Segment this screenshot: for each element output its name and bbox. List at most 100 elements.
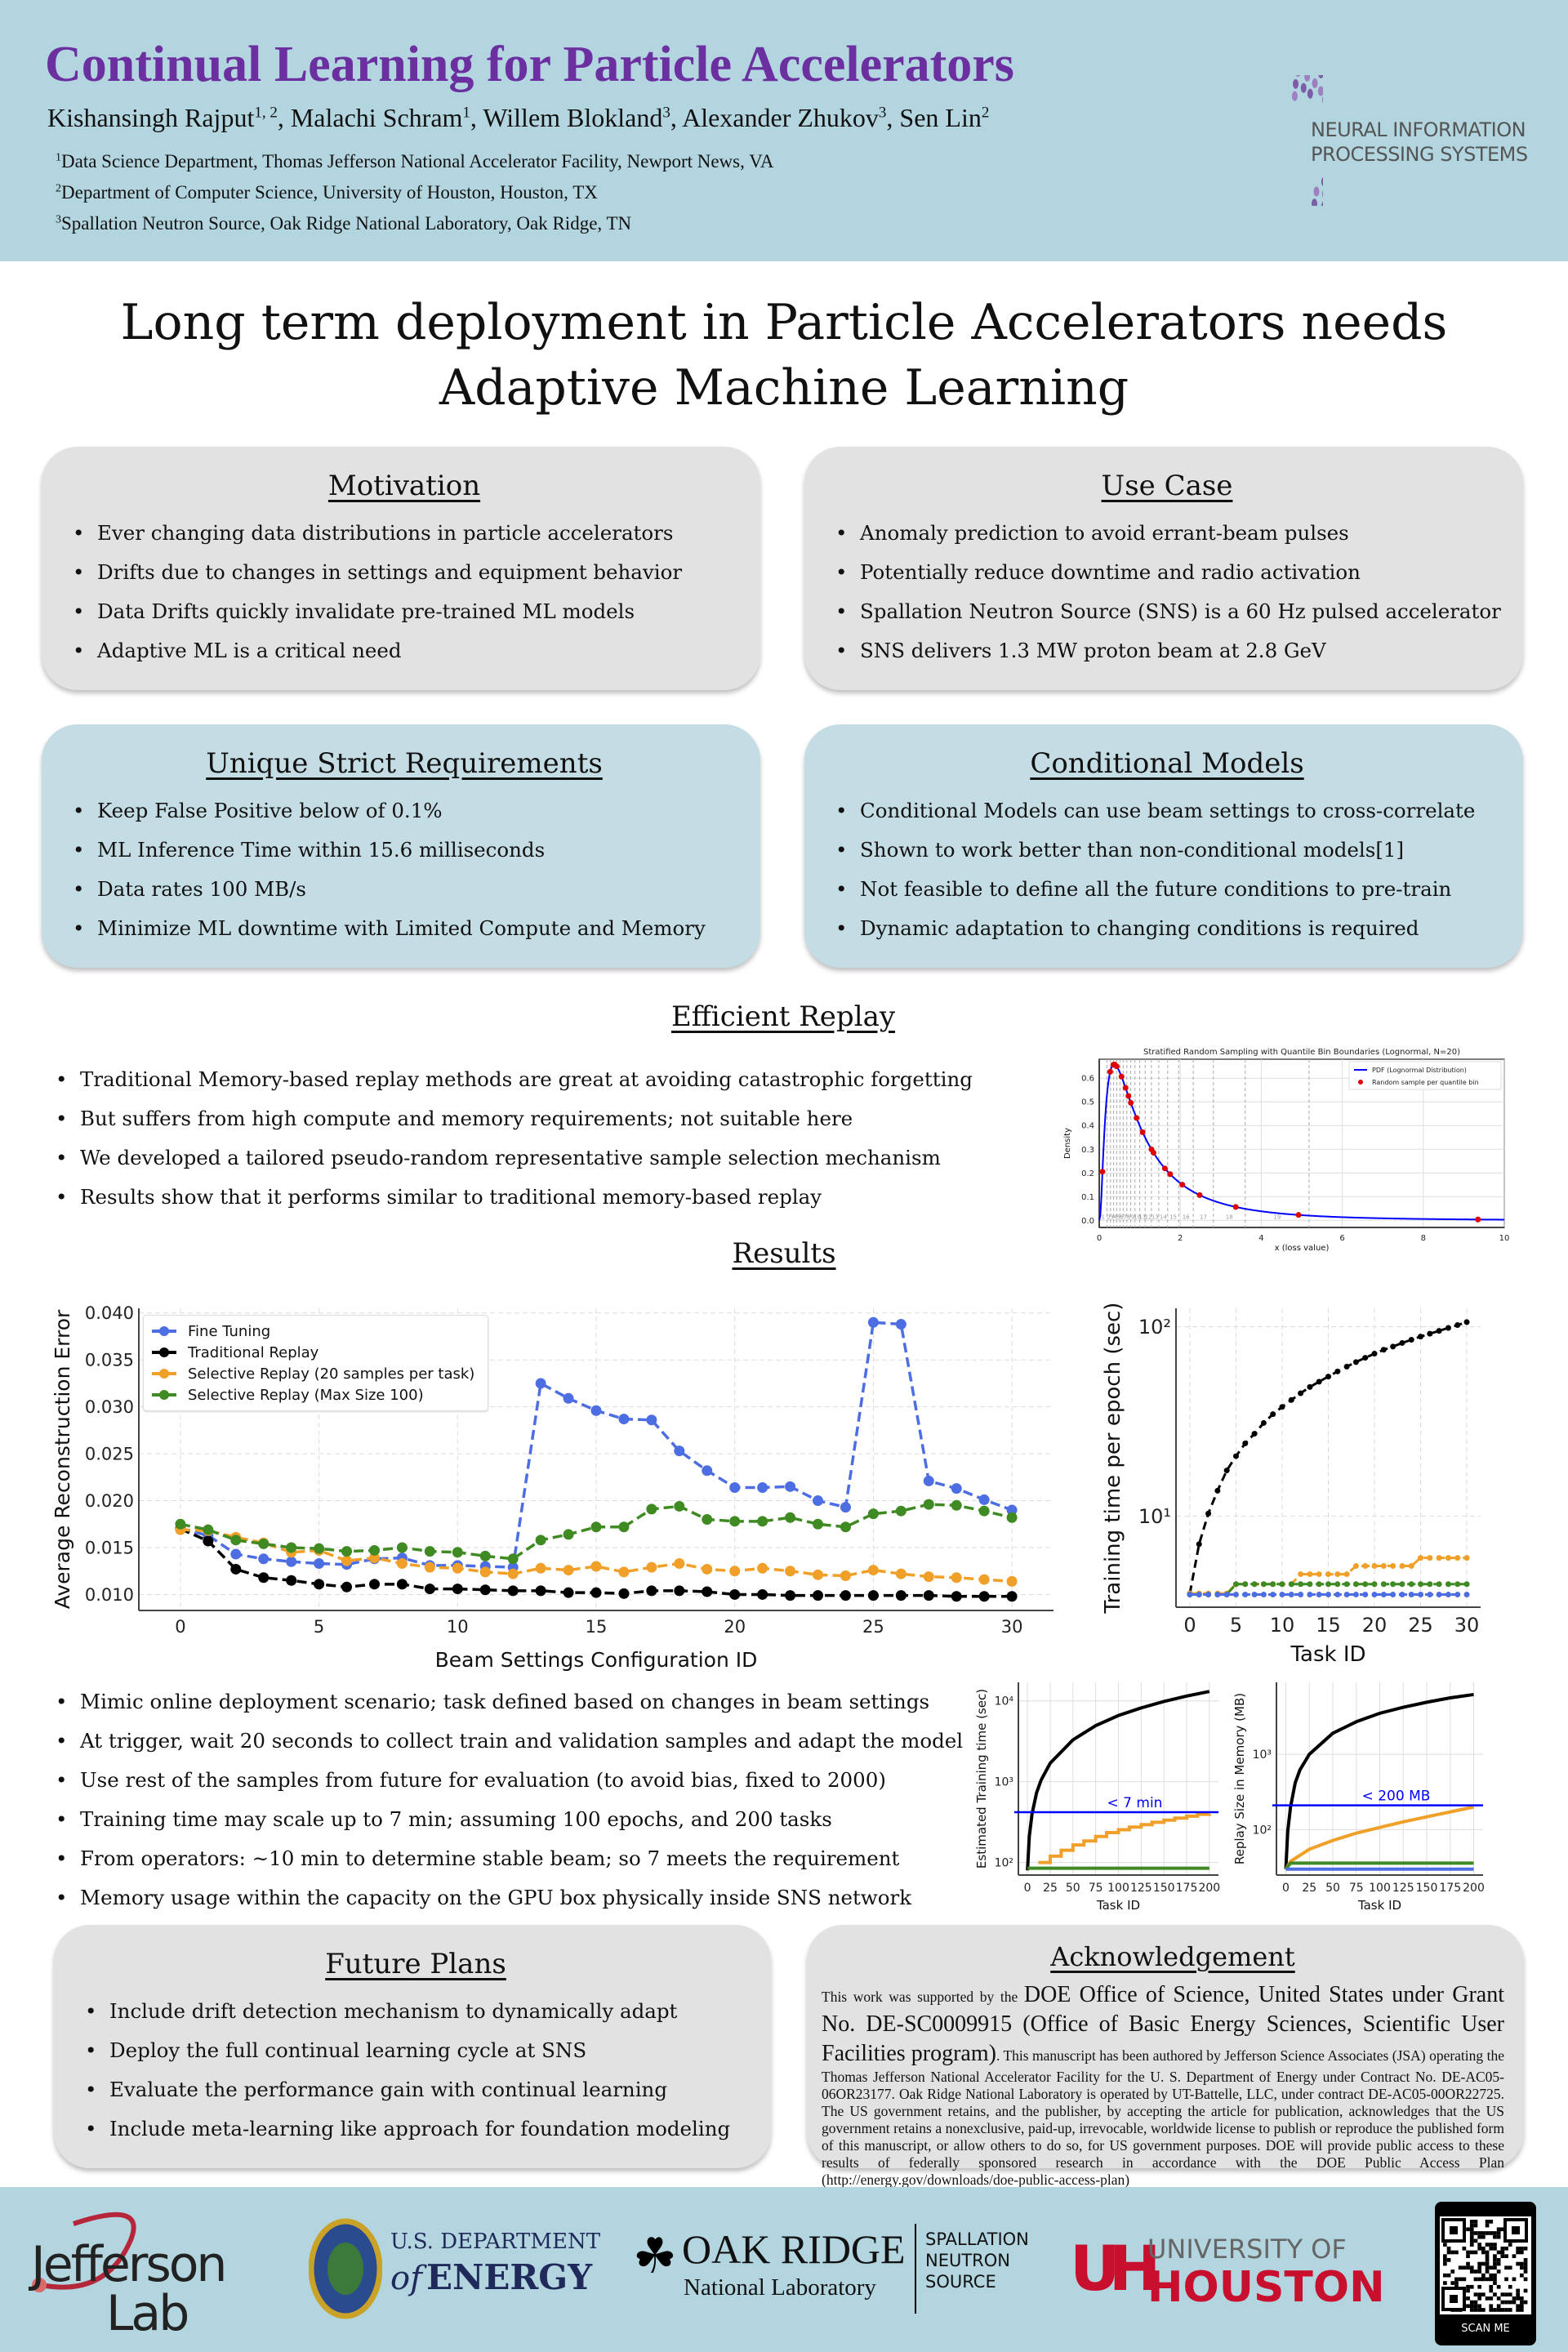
data-point <box>203 1524 214 1535</box>
neurips-logo: NEURAL INFORMATION PROCESSING SYSTEMS <box>1250 66 1544 212</box>
data-point <box>1399 1562 1405 1569</box>
data-point <box>951 1499 962 1511</box>
y-tick-label: 0.015 <box>85 1538 134 1557</box>
bullet-item: Traditional Memory-based replay methods … <box>54 1060 973 1099</box>
affiliation-1: 1Data Science Department, Thomas Jeffers… <box>56 151 774 172</box>
qr-module <box>1443 2273 1447 2278</box>
y-tick-label: 0.010 <box>85 1585 134 1605</box>
qr-module <box>1516 2304 1520 2309</box>
use-case-panel: Use Case Anomaly prediction to avoid err… <box>804 447 1523 690</box>
data-point <box>1316 1379 1322 1385</box>
qr-module <box>1469 2223 1474 2228</box>
y-axis-label: Average Reconstruction Error <box>51 1309 74 1609</box>
sample-point <box>1150 1150 1156 1156</box>
bullet-item: Conditional Models can use beam settings… <box>834 791 1500 831</box>
y-tick-label: 0.3 <box>1081 1146 1094 1155</box>
qr-module <box>1473 2292 1478 2296</box>
data-point <box>230 1535 242 1546</box>
y-tick-label: 0.5 <box>1081 1098 1094 1107</box>
dot <box>1300 82 1307 93</box>
qr-module <box>1508 2308 1512 2312</box>
data-point <box>590 1561 602 1572</box>
data-point <box>1006 1591 1018 1602</box>
qr-module <box>1477 2265 1481 2270</box>
data-point <box>1362 1562 1369 1569</box>
data-point <box>923 1499 934 1510</box>
data-point <box>1445 1581 1451 1588</box>
doe-logo: U.S. DEPARTMENT of ENERGY <box>308 2212 603 2326</box>
data-point <box>1279 1581 1285 1588</box>
qr-module <box>1520 2246 1524 2251</box>
data-point <box>674 1446 685 1457</box>
data-point <box>1408 1581 1414 1588</box>
data-point <box>396 1558 408 1570</box>
bullet-item: Minimize ML downtime with Limited Comput… <box>71 909 737 948</box>
data-point <box>1380 1591 1387 1597</box>
future-list: Include drift detection mechanism to dyn… <box>83 1992 748 2149</box>
qr-module <box>1489 2246 1494 2251</box>
data-point <box>507 1568 519 1579</box>
data-point <box>590 1405 602 1416</box>
author: Kishansingh Rajput1, 2, <box>47 103 291 132</box>
qr-module <box>1485 2231 1490 2235</box>
data-point <box>1380 1581 1387 1588</box>
bin-label: 15 <box>1169 1214 1177 1220</box>
y-axis-label: Density <box>1063 1128 1072 1159</box>
y-tick-label: 0.0 <box>1081 1217 1094 1226</box>
qr-module <box>1469 2250 1474 2255</box>
qr-module <box>1469 2231 1474 2235</box>
x-tick-label: 0 <box>1024 1882 1031 1895</box>
qr-module <box>1481 2234 1486 2239</box>
data-point <box>618 1566 630 1578</box>
future-plans-panel: Future Plans Include drift detection mec… <box>54 1925 771 2168</box>
dot <box>1317 86 1324 96</box>
qr-code-icon <box>1440 2216 1531 2314</box>
bin-label: 16 <box>1183 1214 1190 1220</box>
legend-marker <box>1358 1080 1363 1085</box>
qr-module <box>1516 2292 1520 2296</box>
qr-module <box>1508 2265 1512 2270</box>
qr-module <box>1500 2308 1505 2312</box>
qr-module <box>1523 2288 1528 2293</box>
data-point <box>1436 1581 1442 1588</box>
qr-module <box>1512 2277 1517 2282</box>
qr-module <box>1500 2292 1505 2296</box>
qr-module <box>1473 2231 1478 2235</box>
dot <box>1293 78 1299 89</box>
data-point <box>1298 1390 1304 1396</box>
sample-point <box>1113 1063 1120 1070</box>
y-tick-label: 10² <box>1138 1316 1171 1339</box>
data-point <box>1260 1581 1267 1588</box>
qr-module <box>1473 2250 1478 2255</box>
sample-point <box>1232 1204 1239 1210</box>
data-point <box>1436 1591 1442 1597</box>
qr-module <box>1485 2277 1490 2282</box>
qr-code[interactable]: SCAN ME <box>1435 2202 1536 2345</box>
qr-module <box>1508 2243 1512 2247</box>
requirements-list: Keep False Positive below of 0.1%ML Infe… <box>71 791 737 948</box>
training-time-chart: 0 5 10 15 20 25 30 10¹ 10² Task ID Training time p… <box>1101 1303 1481 1666</box>
legend-box <box>1348 1061 1502 1090</box>
qr-module <box>1493 2281 1497 2285</box>
acknowledgement-panel: Acknowledgement This work was supported … <box>807 1925 1524 2188</box>
bin-label: 1 <box>1102 1214 1105 1220</box>
data-point <box>286 1542 297 1553</box>
qr-module <box>1496 2231 1501 2235</box>
data-point <box>867 1508 879 1520</box>
x-tick-label: 20 <box>724 1617 746 1637</box>
data-point <box>729 1481 741 1493</box>
data-point <box>1316 1581 1322 1588</box>
data-point <box>1436 1328 1442 1334</box>
data-point <box>1307 1591 1313 1597</box>
x-tick-label: 30 <box>1001 1617 1023 1637</box>
series-line <box>1026 1690 1210 1871</box>
pdf-curve <box>1098 1063 1505 1221</box>
x-tick-label: 10 <box>1499 1234 1510 1243</box>
data-point <box>1242 1440 1249 1446</box>
data-point <box>230 1548 242 1560</box>
qr-module <box>1481 2273 1486 2278</box>
data-point <box>1316 1591 1322 1597</box>
data-point <box>1307 1383 1313 1390</box>
data-point <box>424 1584 435 1595</box>
qr-module <box>1489 2308 1494 2312</box>
